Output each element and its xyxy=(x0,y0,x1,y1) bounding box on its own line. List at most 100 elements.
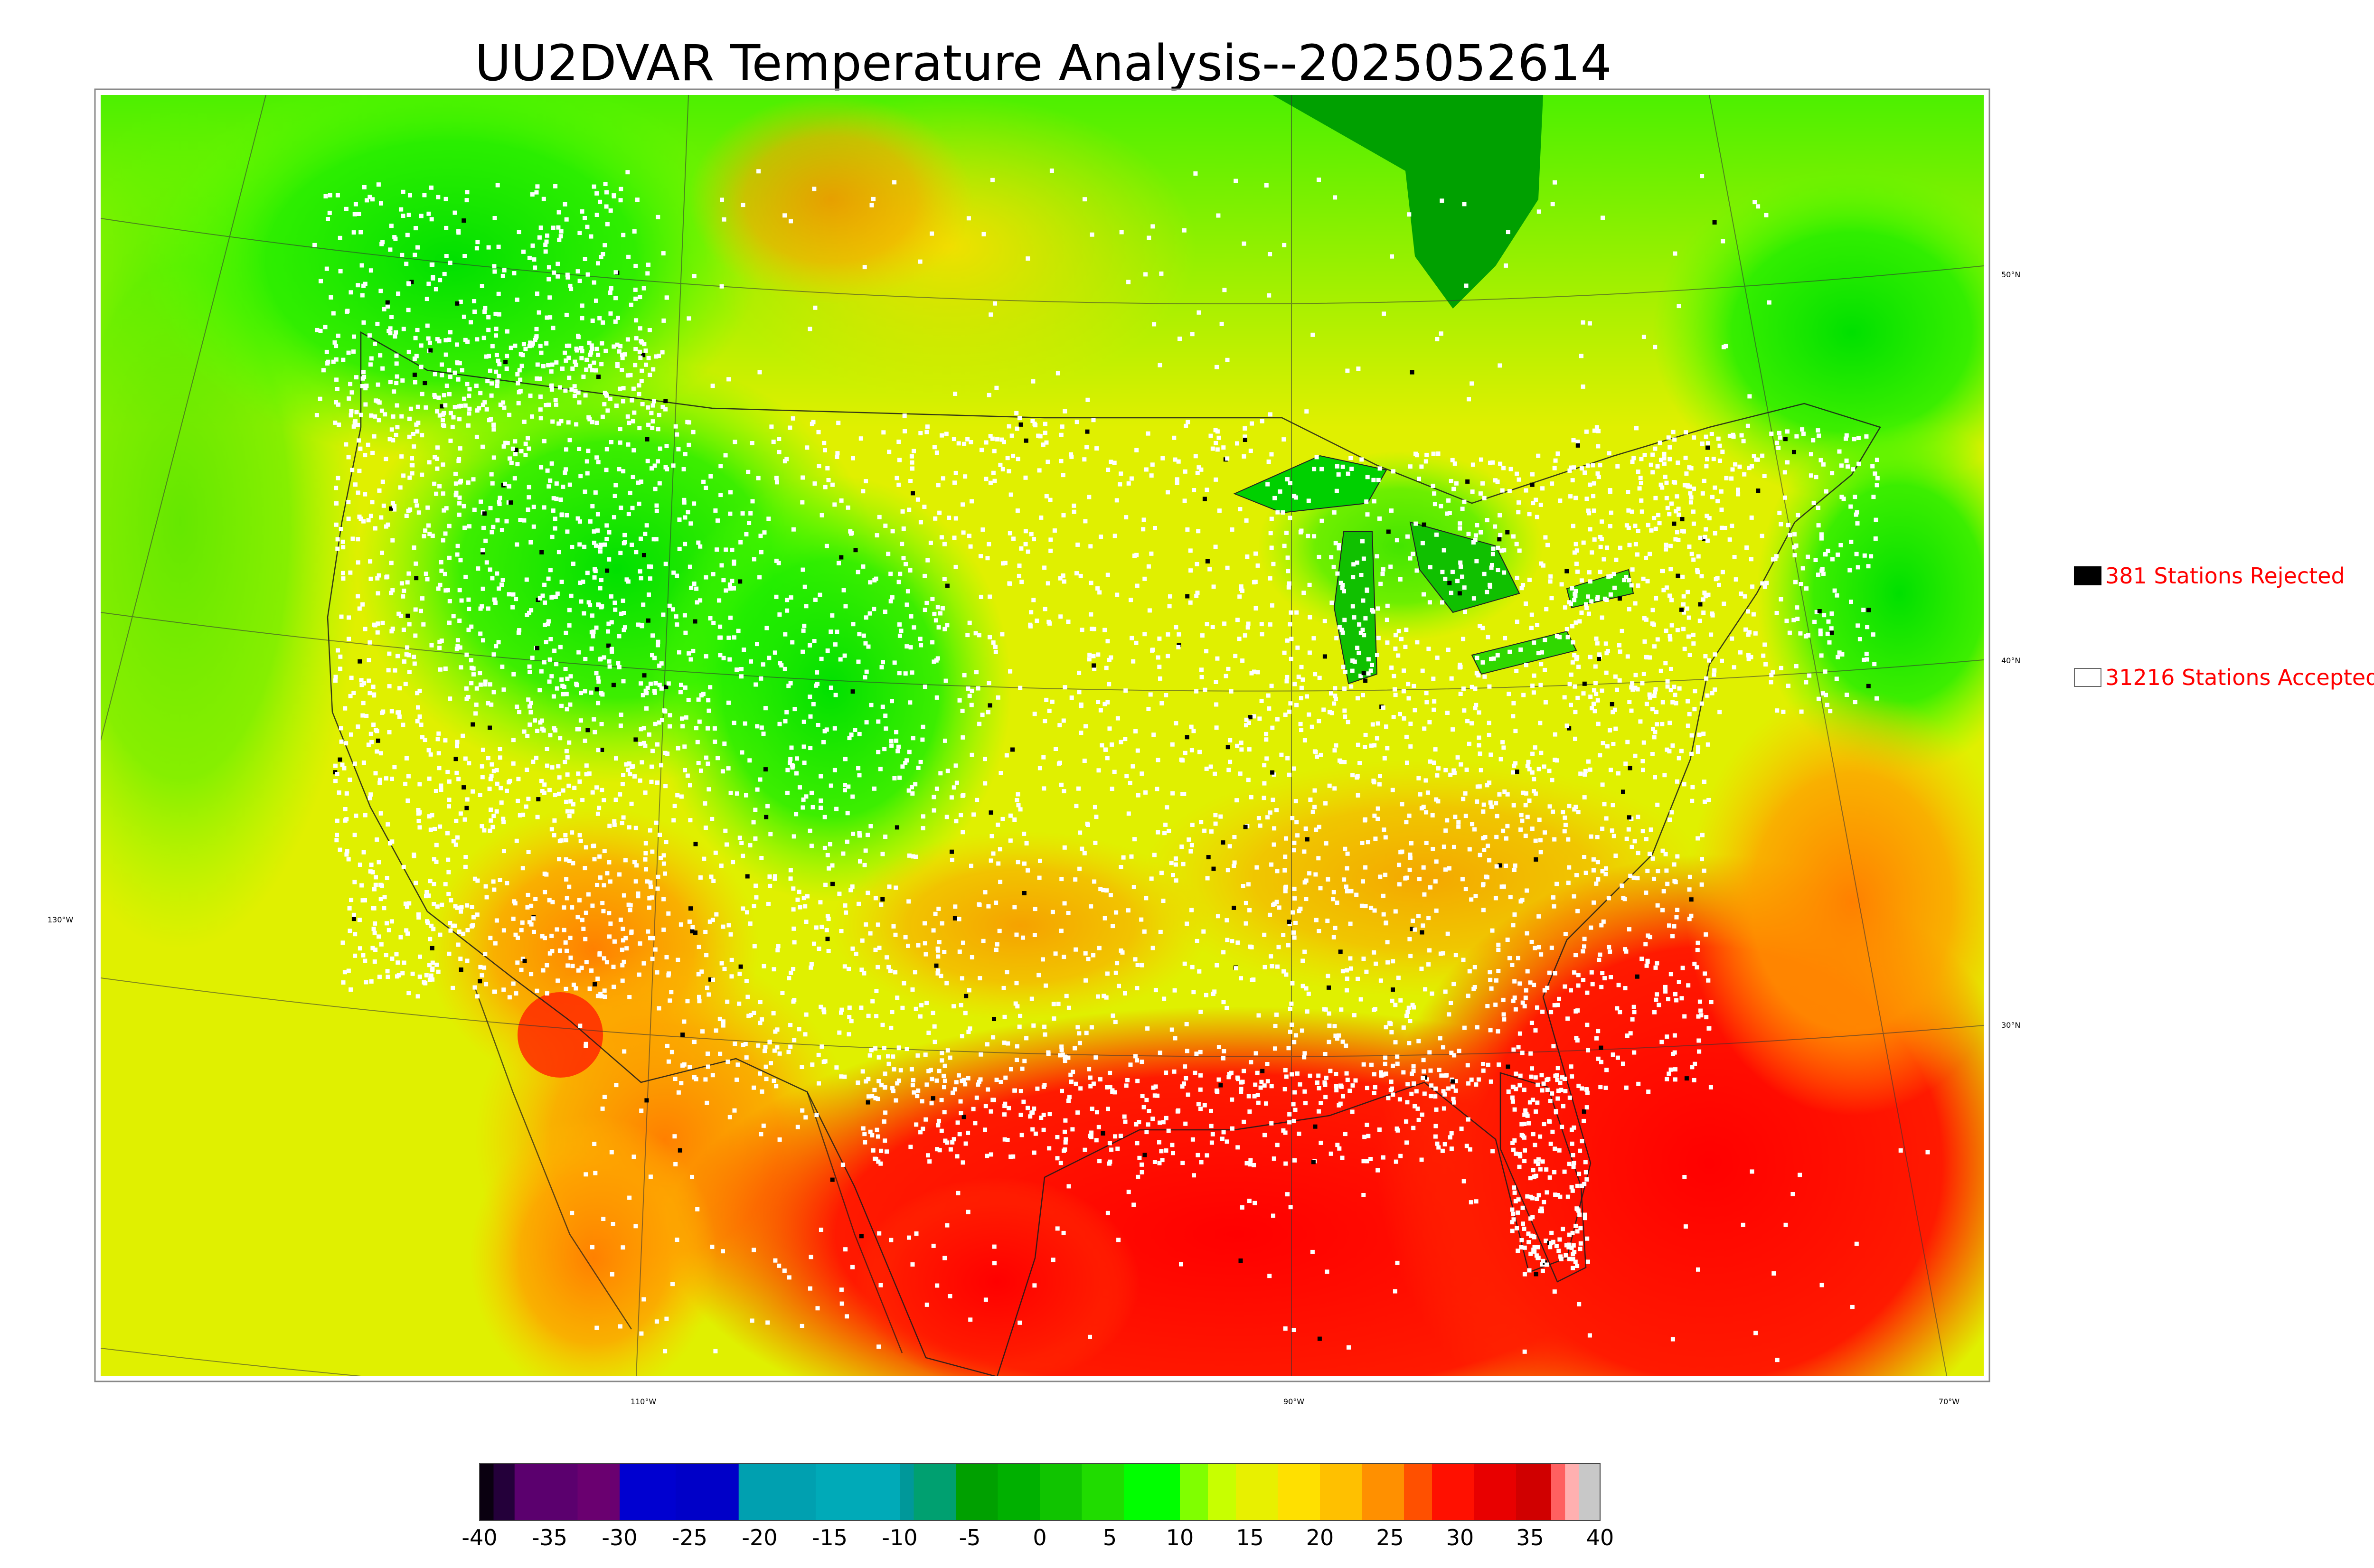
station-dot xyxy=(797,1027,801,1032)
station-dot xyxy=(1427,948,1432,953)
station-dot xyxy=(820,1044,824,1049)
station-dot xyxy=(1605,649,1610,653)
station-dot xyxy=(1482,848,1487,852)
station-dot xyxy=(554,360,559,365)
station-dot xyxy=(528,710,533,714)
station-dot xyxy=(1084,1031,1089,1035)
station-dot xyxy=(1717,443,1722,448)
station-dot xyxy=(1687,712,1692,716)
station-dot xyxy=(428,827,433,832)
station-dot xyxy=(324,266,329,271)
station-dot xyxy=(788,425,792,430)
station-dot xyxy=(366,442,370,447)
station-dot xyxy=(1285,675,1290,679)
station-dot xyxy=(1346,720,1350,724)
station-dot xyxy=(1575,1183,1580,1188)
station-dot xyxy=(1092,663,1096,668)
station-dot xyxy=(754,883,758,888)
station-dot xyxy=(459,665,463,670)
station-dot xyxy=(1284,1074,1289,1079)
station-dot xyxy=(883,714,888,718)
station-dot xyxy=(1588,482,1592,487)
station-dot xyxy=(478,631,483,636)
station-dot xyxy=(1343,714,1347,719)
station-dot xyxy=(704,755,708,760)
station-dot xyxy=(910,466,914,471)
station-dot xyxy=(1555,1078,1560,1082)
station-dot xyxy=(637,972,641,977)
station-dot xyxy=(1478,491,1483,496)
station-dot xyxy=(1525,969,1530,974)
station-dot xyxy=(455,835,460,840)
station-dot xyxy=(372,930,377,935)
station-dot xyxy=(1140,1060,1144,1064)
station-dot xyxy=(1576,983,1581,988)
station-dot xyxy=(1844,433,1849,438)
station-dot xyxy=(888,599,893,604)
station-dot xyxy=(1739,433,1744,438)
station-dot xyxy=(362,681,367,685)
station-dot xyxy=(638,941,642,946)
station-dot xyxy=(1392,674,1396,678)
station-dot xyxy=(1550,481,1554,486)
station-dot xyxy=(930,640,935,645)
station-dot xyxy=(1490,460,1495,465)
station-dot xyxy=(441,491,445,496)
station-dot xyxy=(633,879,638,884)
station-dot xyxy=(1622,897,1627,901)
station-dot xyxy=(684,715,688,720)
station-dot xyxy=(631,764,635,769)
station-dot xyxy=(500,578,505,582)
station-dot xyxy=(1596,475,1601,479)
station-dot xyxy=(933,516,938,521)
station-dot xyxy=(761,662,765,667)
station-dot xyxy=(557,385,562,390)
station-dot xyxy=(536,797,541,802)
station-dot xyxy=(1458,521,1462,526)
station-dot xyxy=(472,299,477,303)
station-dot xyxy=(1691,521,1696,526)
station-dot xyxy=(980,527,985,532)
station-dot xyxy=(642,342,647,347)
station-dot xyxy=(1536,767,1541,771)
station-dot xyxy=(1829,630,1834,635)
station-dot xyxy=(363,453,367,458)
station-dot xyxy=(1519,1245,1524,1249)
station-dot xyxy=(1304,878,1309,883)
station-dot xyxy=(822,815,827,819)
station-dot xyxy=(485,379,490,384)
station-dot xyxy=(1647,692,1652,697)
station-dot xyxy=(498,755,502,760)
station-dot xyxy=(407,670,412,674)
station-dot xyxy=(649,779,654,784)
station-dot xyxy=(1573,593,1578,598)
station-dot xyxy=(464,806,469,810)
station-dot xyxy=(551,694,556,699)
station-dot xyxy=(1811,500,1816,505)
station-dot xyxy=(1378,582,1383,586)
station-dot xyxy=(810,790,814,795)
station-dot xyxy=(496,244,501,249)
station-dot xyxy=(1592,428,1597,433)
station-dot xyxy=(1225,1005,1229,1010)
station-dot xyxy=(1510,963,1515,967)
station-dot xyxy=(714,1028,718,1033)
station-dot xyxy=(1512,763,1517,768)
station-dot xyxy=(1022,861,1027,866)
station-dot xyxy=(488,936,493,940)
station-dot xyxy=(1473,533,1478,538)
station-dot xyxy=(637,426,642,431)
station-dot xyxy=(416,912,421,917)
station-dot xyxy=(1044,440,1049,445)
station-dot xyxy=(1398,712,1402,716)
station-dot xyxy=(1447,581,1452,585)
station-dot xyxy=(1573,542,1578,546)
station-dot xyxy=(1658,482,1663,487)
station-dot xyxy=(526,892,530,897)
station-dot xyxy=(942,577,947,581)
station-dot xyxy=(1699,701,1704,706)
station-dot xyxy=(1259,699,1264,703)
station-dot xyxy=(1788,533,1792,537)
station-dot xyxy=(1397,863,1402,867)
station-dot xyxy=(567,376,572,380)
